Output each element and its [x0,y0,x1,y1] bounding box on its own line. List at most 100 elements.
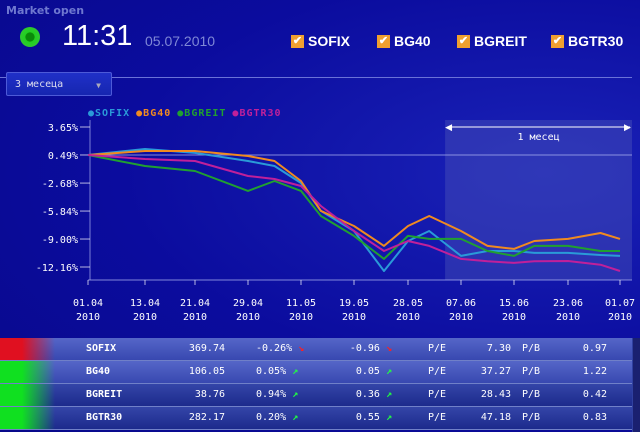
checkbox-checked-icon[interactable]: ✔ [291,34,304,48]
index-name: BG40 [86,366,111,377]
clock-date: 05.07.2010 [145,33,216,49]
toggle-label: BG40 [394,33,431,49]
table-row[interactable]: BGTR30 282.17 0.20% ↗ 0.55 ↗ P/E 47.18 P… [0,407,632,430]
trend-color-strip [0,338,55,360]
table-row[interactable]: SOFIX 369.74 -0.26% ↘ -0.96 ↘ P/E 7.30 P… [0,338,632,361]
chart-legend: ●SOFIX ●BG40 ●BGREIT ●BGTR30 [88,108,282,119]
index-name: BGTR30 [86,412,123,423]
pb-value: 0.42 [582,389,607,400]
toggle-label: BGREIT [474,33,527,49]
market-status: Market open [6,4,85,17]
legend-sofix: ●SOFIX [88,108,131,119]
toggle-bgtr30[interactable]: ✔ BGTR30 [551,33,623,49]
table-row[interactable]: BG40 106.05 0.05% ↗ 0.05 ↗ P/E 37.27 P/B… [0,361,632,384]
table-row[interactable]: BGREIT 38.76 0.94% ↗ 0.36 ↗ P/E 28.43 P/… [0,384,632,407]
period-select[interactable]: 3 месеца ▼ [6,72,112,96]
x-tick-year: 2010 [342,312,366,323]
toggle-sofix[interactable]: ✔ SOFIX [291,33,350,49]
change-value: -0.96 ↘ [349,343,392,354]
x-tick-year: 2010 [449,312,473,323]
change-percent: 0.20% ↗ [256,412,299,423]
index-value: 282.17 [188,412,225,423]
x-tick-year: 2010 [76,312,100,323]
index-table: SOFIX 369.74 -0.26% ↘ -0.96 ↘ P/E 7.30 P… [0,338,632,430]
toggle-bg40[interactable]: ✔ BG40 [377,33,431,49]
trend-up-icon: ↗ [385,412,392,423]
change-value: 0.55 ↗ [355,412,392,423]
trend-color-strip [0,361,55,383]
series-line-bgreit [87,154,620,260]
trend-down-icon: ↘ [298,343,305,354]
series-line-sofix [87,148,621,272]
pb-value: 0.97 [582,343,607,354]
legend-bgreit: ●BGREIT [177,108,227,119]
checkbox-checked-icon[interactable]: ✔ [551,34,564,48]
trend-up-icon: ↗ [385,366,392,377]
range-arrow-right-icon: ▶ [624,123,631,133]
y-tick-label: -12.16% [36,263,78,274]
x-tick-year: 2010 [183,312,207,323]
series-line-bg40 [87,150,621,250]
x-tick-year: 2010 [236,312,260,323]
change-value: 0.05 ↗ [355,366,392,377]
checkbox-checked-icon[interactable]: ✔ [377,34,390,48]
pe-label: P/E [428,412,447,423]
trend-down-icon: ↘ [385,343,392,354]
market-status-led-icon [20,27,40,47]
x-tick-year: 2010 [396,312,420,323]
x-tick-year: 2010 [556,312,580,323]
x-tick-label: 29.04 [233,298,263,309]
index-value: 369.74 [188,343,225,354]
index-name: SOFIX [86,343,117,354]
period-select-value: 3 месеца [15,79,64,90]
chevron-down-icon: ▼ [96,81,101,90]
pe-value: 47.18 [480,412,511,423]
x-tick-label: 19.05 [339,298,369,309]
checkbox-checked-icon[interactable]: ✔ [457,34,470,48]
x-tick-year: 2010 [608,312,632,323]
pe-value: 28.43 [480,389,511,400]
clock-time: 11:31 [62,20,133,52]
change-percent: -0.26% ↘ [256,343,305,354]
toggle-label: BGTR30 [568,33,624,49]
legend-bg40: ●BG40 [136,108,172,119]
x-tick-label: 15.06 [499,298,529,309]
pb-label: P/B [522,389,541,400]
pe-value: 7.30 [486,343,511,354]
index-value: 38.76 [194,389,225,400]
pe-label: P/E [428,389,447,400]
pb-value: 1.22 [582,366,607,377]
y-tick-label: -5.84% [42,207,78,218]
x-tick-year: 2010 [289,312,313,323]
pb-label: P/B [522,412,541,423]
table-scrollbar[interactable] [632,338,640,432]
y-tick-label: 3.65% [48,123,78,134]
pb-label: P/B [522,366,541,377]
range-label: 1 месец [517,132,559,143]
trend-color-strip [0,407,55,429]
pe-label: P/E [428,366,447,377]
y-tick-label: -2.68% [42,179,78,190]
toggle-bgreit[interactable]: ✔ BGREIT [457,33,527,49]
index-name: BGREIT [86,389,123,400]
index-value: 106.05 [188,366,225,377]
toggle-label: SOFIX [308,33,351,49]
change-percent: 0.05% ↗ [256,366,299,377]
pe-value: 37.27 [480,366,511,377]
pe-label: P/E [428,343,447,354]
x-tick-label: 13.04 [130,298,160,309]
series-line-bgtr30 [87,154,621,272]
trend-up-icon: ↗ [292,389,299,400]
pb-label: P/B [522,343,541,354]
x-tick-label: 21.04 [180,298,210,309]
index-chart: ◀ ▶ 1 месец 3.65% 0.49% -2.68% -5.84% -9.00% -12… [36,120,635,323]
header-divider [0,77,632,78]
change-value: 0.36 ↗ [355,389,392,400]
x-tick-label: 23.06 [553,298,583,309]
x-tick-label: 01.07 [605,298,635,309]
range-arrow-left-icon: ◀ [445,123,452,133]
trend-color-strip [0,384,55,406]
legend-bgtr30: ●BGTR30 [232,108,282,119]
trend-up-icon: ↗ [292,366,299,377]
pb-value: 0.83 [582,412,607,423]
